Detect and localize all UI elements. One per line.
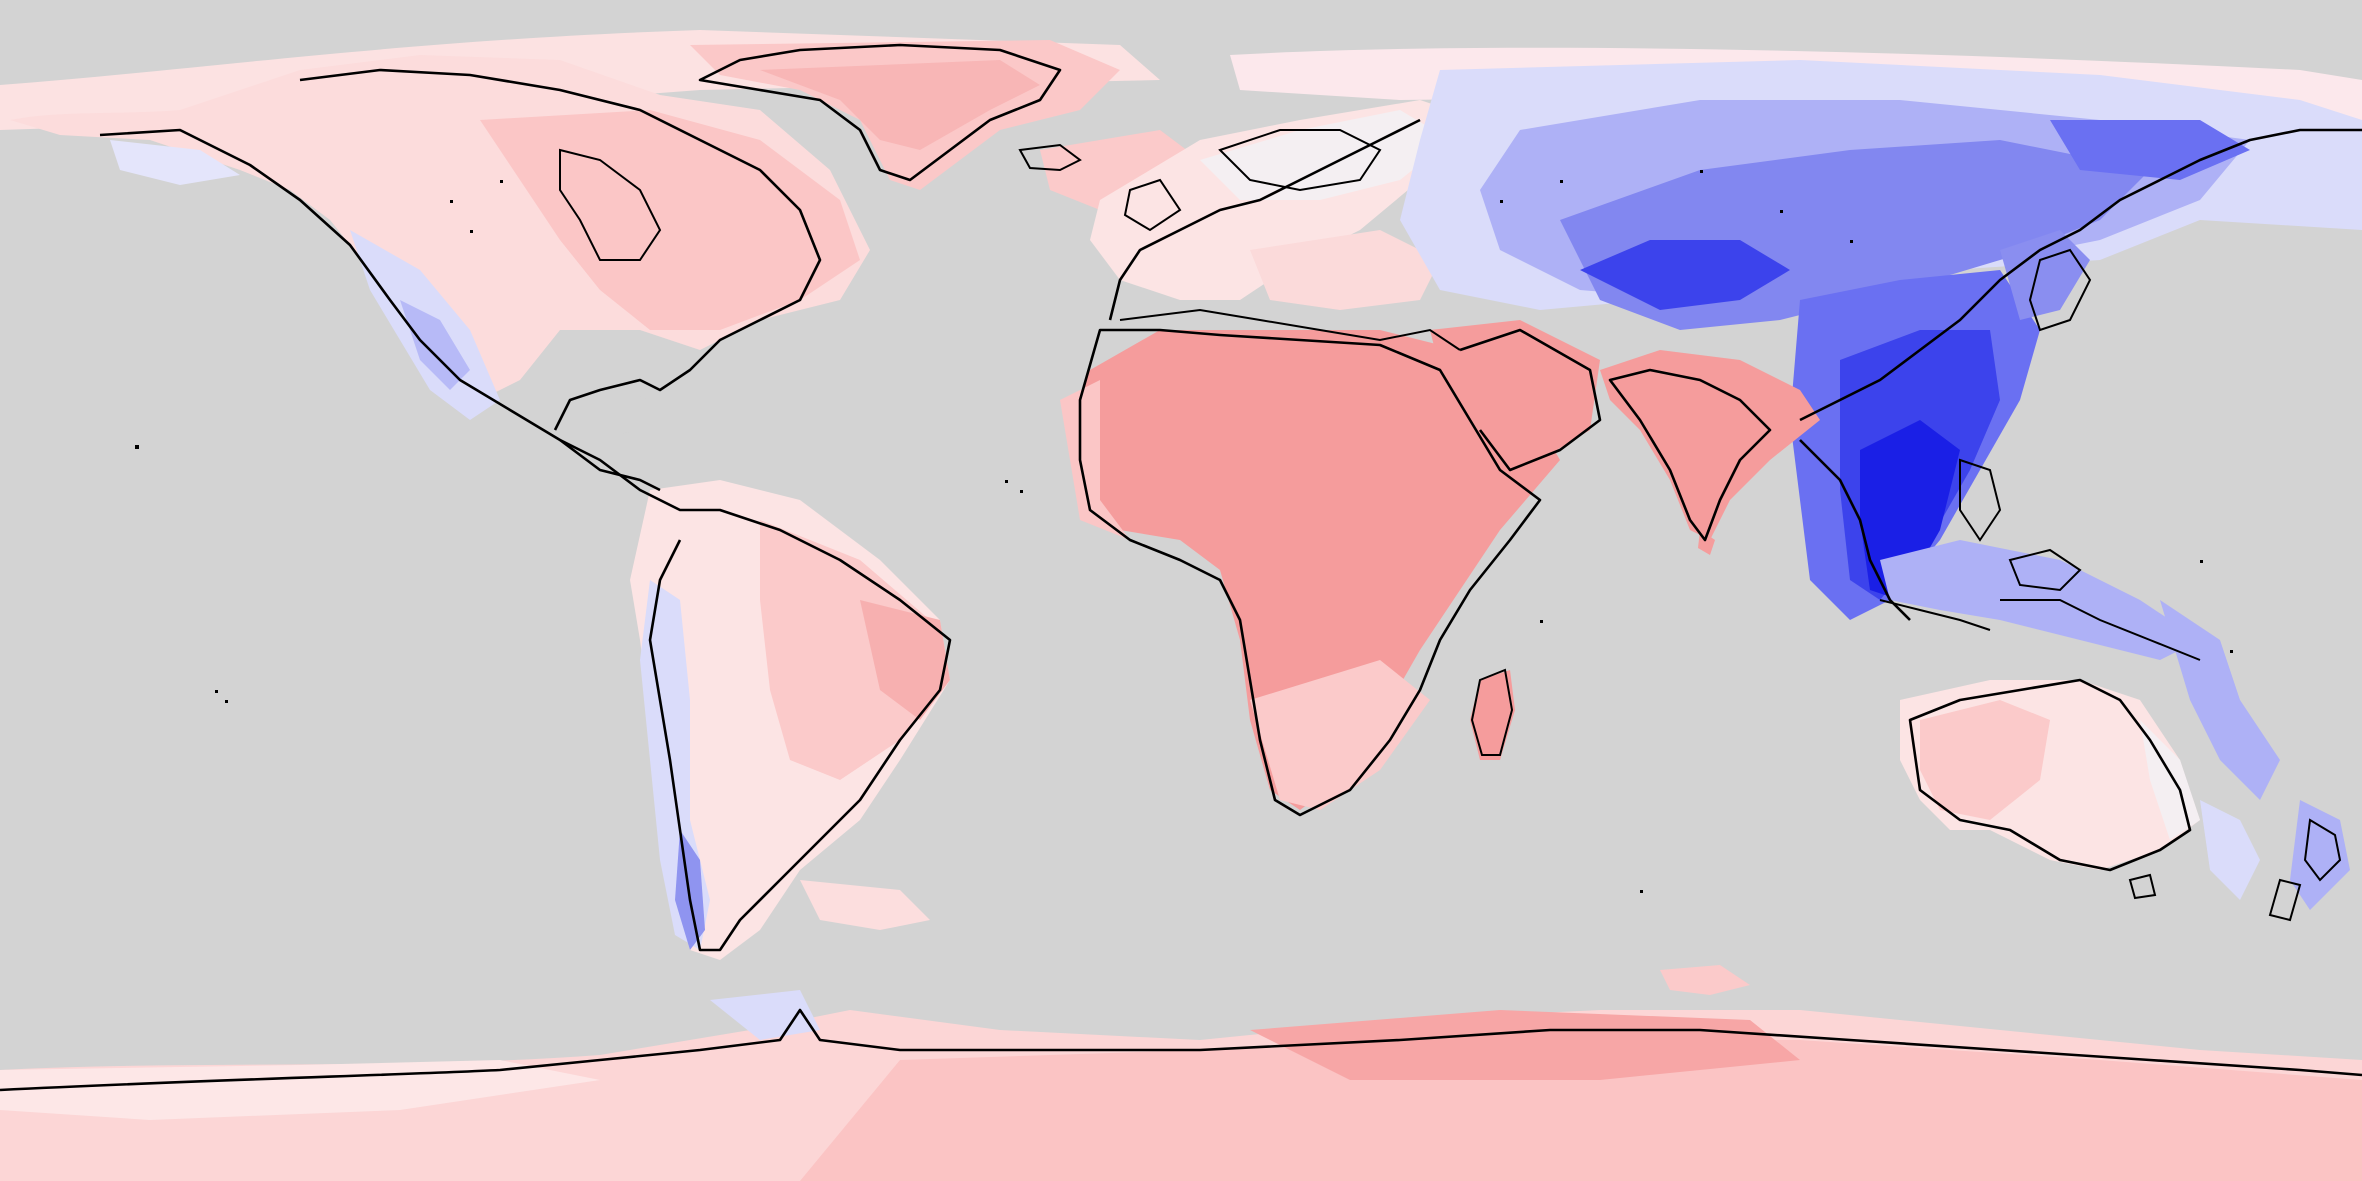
south-indian-ocean-patch xyxy=(1660,965,1750,995)
africa-region xyxy=(1060,330,1560,810)
coastline-speckles xyxy=(135,170,2233,893)
antarctica-region xyxy=(0,990,2362,1181)
greenland-region xyxy=(690,40,1120,190)
south-america-region xyxy=(630,480,950,960)
coastlines xyxy=(0,43,2362,1092)
new-zealand-region xyxy=(2290,800,2350,910)
north-america-region xyxy=(10,55,870,440)
middle-east-region xyxy=(1430,320,1600,470)
europe-region xyxy=(1090,100,1480,310)
asia-region xyxy=(1400,60,2362,620)
